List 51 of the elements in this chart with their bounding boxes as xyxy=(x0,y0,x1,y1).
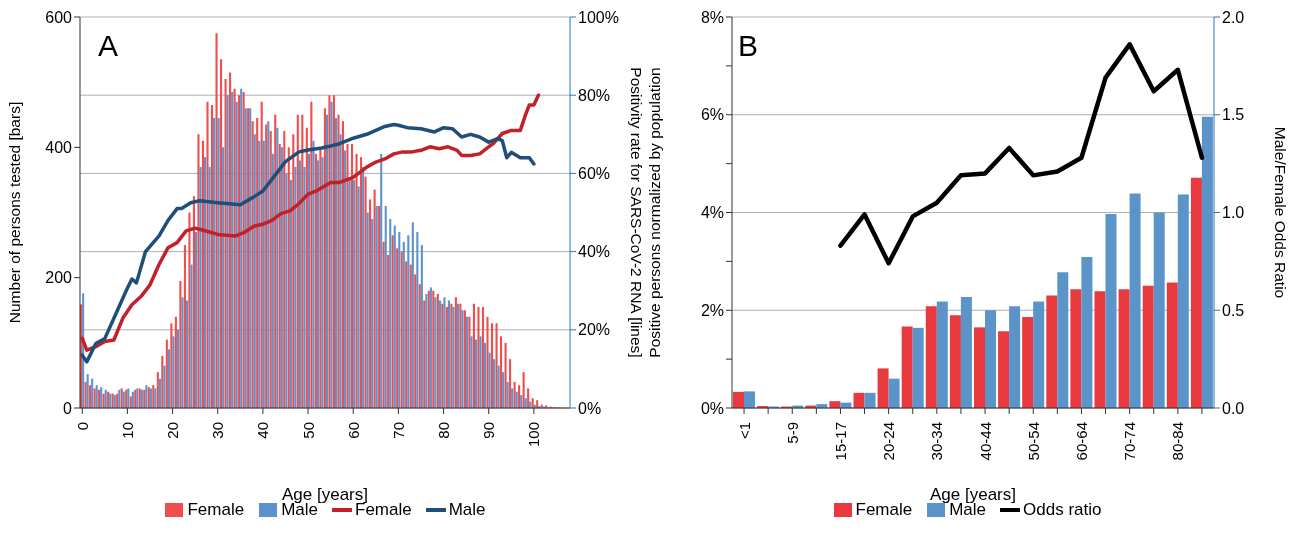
y2-tick-label: 100% xyxy=(578,8,619,26)
y2-tick-label: 40% xyxy=(578,243,611,261)
legend-label: Male xyxy=(448,500,486,520)
x-tick-label: 20 xyxy=(164,422,182,439)
y-tick-label: 6% xyxy=(700,106,724,124)
x-tick-label: <1 xyxy=(735,422,753,440)
y2-axis-title: Positivity rate for SARS-CoV-2 RNA [lines] xyxy=(627,67,645,358)
x-tick-label: 40-44 xyxy=(976,422,994,461)
x-tick-label: 50-54 xyxy=(1024,422,1042,461)
x-tick-label: 70-74 xyxy=(1121,422,1139,461)
x-tick-label: 90 xyxy=(480,422,498,439)
y2-tick-label: 60% xyxy=(578,165,611,183)
x-tick-label: 0 xyxy=(73,422,91,431)
y-tick-label: 200 xyxy=(45,269,73,287)
y-tick-label: 0 xyxy=(63,399,73,417)
chart-title: A xyxy=(98,29,119,62)
x-tick-label: 50 xyxy=(299,422,317,439)
y-tick-label: 2% xyxy=(700,301,724,319)
x-tick-label: 60-64 xyxy=(1072,422,1090,461)
y-tick-label: 600 xyxy=(45,8,73,26)
y-tick-label: 400 xyxy=(45,139,73,157)
y2-tick-label: 0% xyxy=(578,399,602,417)
x-tick-label: 70 xyxy=(389,422,407,439)
y2-tick-label: 20% xyxy=(578,321,611,339)
y-tick-label: 4% xyxy=(700,204,724,222)
y2-tick-label: 80% xyxy=(578,86,611,104)
y2-tick-label: 1.5 xyxy=(1222,106,1245,124)
y-tick-label: 8% xyxy=(700,8,724,26)
x-tick-label: 40 xyxy=(254,422,272,439)
y-axis-title: Positive persons normalized by population xyxy=(645,67,663,358)
legend-label: Odds ratio xyxy=(1023,500,1102,520)
x-tick-label: 15-17 xyxy=(831,422,849,461)
x-tick-label: 30-34 xyxy=(928,422,946,461)
y-axis-title: Number of persons tested [bars] xyxy=(5,101,23,324)
y2-axis-title: Male/Female Odds Ratio xyxy=(1271,126,1289,299)
y2-tick-label: 1.0 xyxy=(1222,204,1245,222)
legend-label: Female xyxy=(855,500,913,520)
x-tick-label: 20-24 xyxy=(880,422,898,461)
x-tick-label: 30 xyxy=(209,422,227,439)
legend-label: Female xyxy=(187,500,245,520)
x-tick-label: 60 xyxy=(344,422,362,439)
x-tick-label: 10 xyxy=(118,422,136,439)
y2-tick-label: 2.0 xyxy=(1222,8,1245,26)
chart-title: B xyxy=(738,29,759,62)
x-tick-label: 80 xyxy=(435,422,453,439)
y-tick-label: 0% xyxy=(700,399,724,417)
x-tick-label: 5-9 xyxy=(783,422,801,444)
x-tick-label: 100 xyxy=(525,422,543,448)
y2-tick-label: 0.5 xyxy=(1222,301,1245,319)
y2-tick-label: 0.0 xyxy=(1222,399,1245,417)
x-tick-label: 80-84 xyxy=(1169,422,1187,461)
